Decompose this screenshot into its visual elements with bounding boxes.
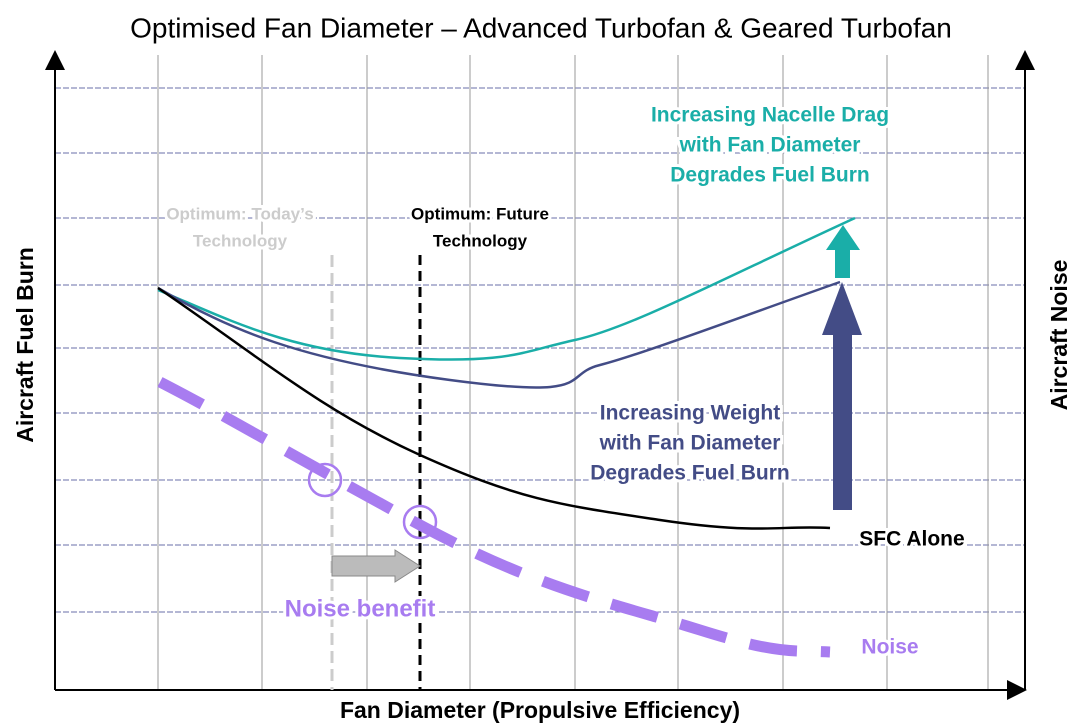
sfc-curve bbox=[157, 286, 831, 530]
label: SFC Alone bbox=[859, 528, 964, 551]
title: Optimised Fan Diameter – Advanced Turbof… bbox=[130, 12, 952, 43]
weight-arrow bbox=[822, 282, 862, 510]
label: Optimum: Today’s bbox=[166, 204, 313, 223]
label: Degrades Fuel Burn bbox=[590, 462, 790, 485]
benefit-arrow bbox=[331, 549, 421, 583]
label: Technology bbox=[433, 231, 528, 250]
circle bbox=[307, 462, 343, 498]
weight-curve bbox=[157, 280, 841, 389]
nacelle-curve bbox=[157, 216, 856, 361]
label: with Fan Diameter bbox=[679, 134, 861, 157]
x-axis-label: Fan Diameter (Propulsive Efficiency) bbox=[340, 697, 740, 723]
label: Optimum: Future bbox=[411, 204, 549, 223]
label: Increasing Weight bbox=[600, 402, 780, 425]
axes bbox=[45, 50, 1035, 700]
label: Technology bbox=[193, 231, 288, 250]
label: Increasing Nacelle Drag bbox=[651, 104, 889, 127]
noise-curve bbox=[157, 377, 831, 658]
nacelle-arrow bbox=[826, 225, 860, 278]
label: Noise benefit bbox=[285, 595, 436, 622]
label: Degrades Fuel Burn bbox=[670, 164, 870, 187]
y-axis-label: Aircraft Fuel Burn bbox=[12, 247, 38, 443]
label: Noise bbox=[861, 636, 918, 659]
circle bbox=[402, 504, 438, 540]
y2-axis-label: Aircraft Noise bbox=[1046, 260, 1072, 411]
label: with Fan Diameter bbox=[599, 432, 781, 455]
grid bbox=[55, 55, 1025, 690]
